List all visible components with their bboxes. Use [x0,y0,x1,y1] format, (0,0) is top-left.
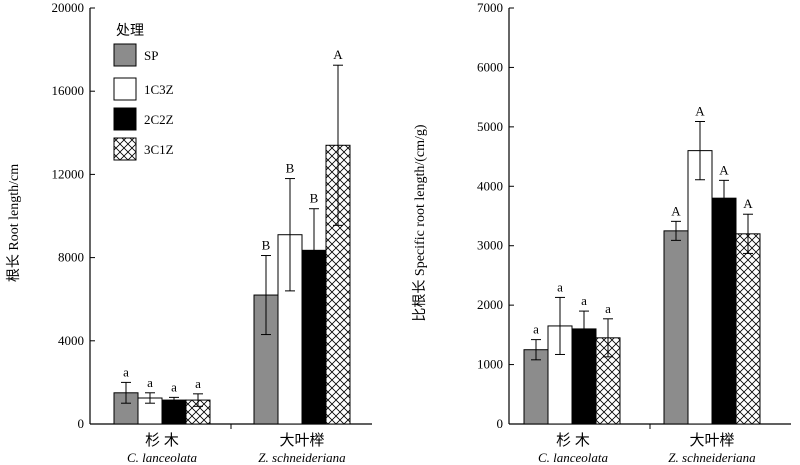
specific-root-length-chart: 比根长 Specific root length/(cm/g) 0 1000 200… [412,0,791,465]
legend-swatch-1c3z [113,77,137,101]
root-length-chart: 根长 Root length/cm 0 4000 8000 12000 16000 200… [6,0,372,465]
y-tick-label: 8000 [58,250,84,265]
significance-label: A [333,47,343,62]
y-tick-label: 2000 [477,297,503,312]
legend-swatch-sp [113,43,137,67]
y-tick-label: 16000 [52,83,85,98]
y-tick-label: 7000 [477,0,503,15]
bar [663,230,689,425]
y-tick-label: 3000 [477,238,503,253]
left-bars: a Ba Ba Ba A [113,47,351,425]
category-label-en: Z. schneideriana [258,450,346,465]
y-axis-label-right: 比根长 Specific root length/(cm/g) [412,124,428,321]
significance-label: B [286,161,295,176]
significance-label: a [605,301,611,316]
category-label-en: C. lanceolata [538,450,609,465]
significance-label: B [262,238,271,253]
significance-label: a [533,322,539,337]
bar [161,399,187,425]
y-tick-label: 5000 [477,119,503,134]
bar [711,197,737,425]
significance-label: a [123,364,129,379]
y-axis-label-left: 根长 Root length/cm [6,164,22,282]
significance-label: a [195,376,201,391]
significance-label: A [719,162,729,177]
y-tick-label: 12000 [52,166,85,181]
bar [735,233,761,425]
significance-label: A [695,104,705,119]
significance-label: B [310,191,319,206]
y-tick-label: 20000 [52,0,85,15]
category-label-en: Z. schneideriana [668,450,756,465]
significance-label: A [743,196,753,211]
significance-label: A [671,203,681,218]
significance-label: a [557,279,563,294]
legend: 处理 SP 1C3Z 2C2Z 3C1Z [113,23,174,161]
category-label-cn: 大叶榉 [279,432,324,449]
legend-label-2c2z: 2C2Z [144,112,174,127]
y-tick-label: 0 [78,416,85,431]
legend-title: 处理 [116,23,144,39]
y-tick-label: 4000 [477,178,503,193]
bar [523,349,549,425]
significance-label: a [171,379,177,394]
right-bars: a Aa Aa Aa A [523,104,761,425]
y-tick-label: 1000 [477,357,503,372]
significance-label: a [581,293,587,308]
category-label-cn: 杉 木 [145,432,179,449]
legend-label-1c3z: 1C3Z [144,82,174,97]
bar [687,150,713,425]
category-label-cn: 大叶榉 [689,432,734,449]
legend-label-3c1z: 3C1Z [144,142,174,157]
y-tick-label: 0 [497,416,504,431]
category-label-en: C. lanceolata [127,450,198,465]
legend-swatch-3c1z [113,137,137,161]
y-tick-label: 6000 [477,59,503,74]
legend-label-sp: SP [144,48,158,63]
legend-swatch-2c2z [113,107,137,131]
y-tick-label: 4000 [58,333,84,348]
category-label-cn: 杉 木 [556,432,590,449]
significance-label: a [147,375,153,390]
